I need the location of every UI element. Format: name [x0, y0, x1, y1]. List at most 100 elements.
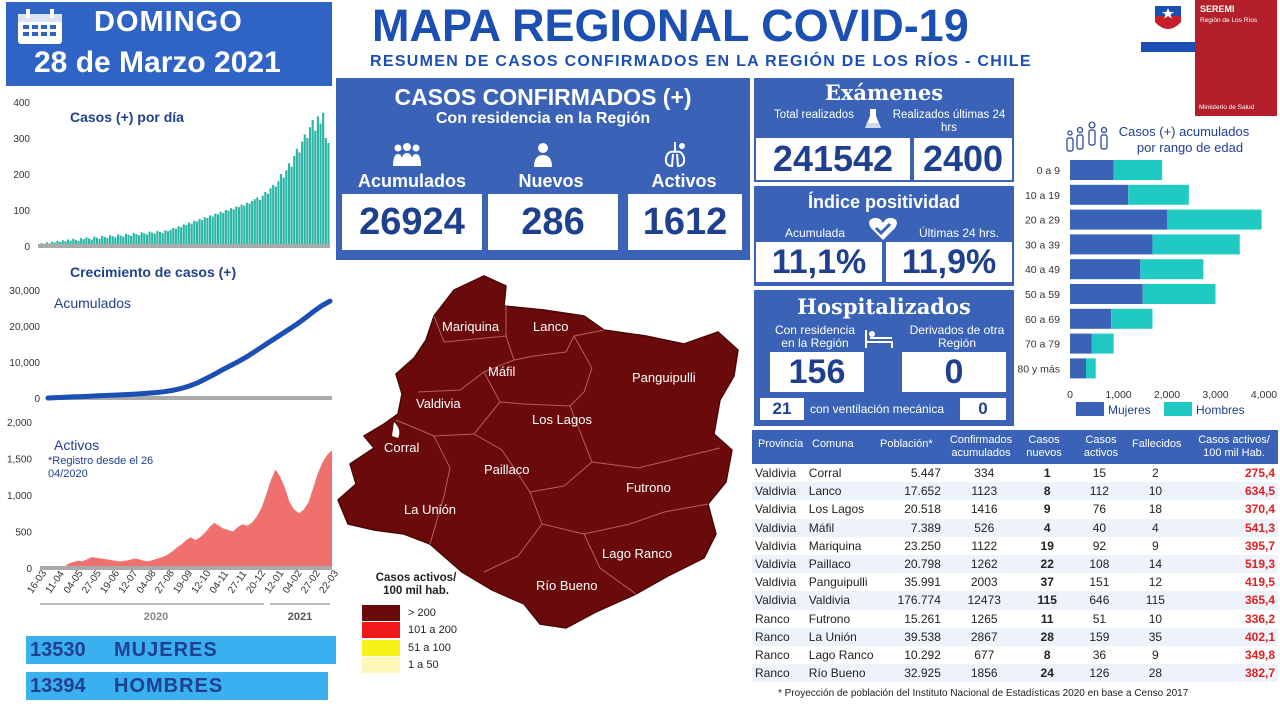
bar — [319, 123, 322, 246]
bar — [98, 238, 101, 246]
family-icon — [1066, 121, 1108, 152]
day-label: DOMINGO — [94, 6, 243, 38]
bar — [258, 199, 262, 246]
table-cell: Lago Ranco — [808, 647, 874, 662]
bar — [114, 237, 117, 246]
bar — [293, 156, 296, 246]
exams-title: Exámenes — [824, 80, 944, 105]
table-cell: 275,4 — [1244, 466, 1275, 481]
y-tick-label: 30,000 — [9, 286, 40, 297]
bar — [316, 116, 319, 247]
bar — [124, 233, 127, 246]
bar — [159, 231, 162, 246]
bar-mujeres — [1070, 259, 1141, 280]
legend-swatch — [362, 604, 400, 621]
table-cell: 9 — [1152, 647, 1159, 662]
commune-label: Valdivia — [416, 396, 461, 411]
bar — [101, 235, 104, 246]
bar — [256, 197, 259, 246]
bar — [56, 240, 59, 246]
x-tick-label: 4,000 — [1251, 389, 1277, 401]
bar — [203, 217, 206, 246]
table-cell: Corral — [808, 466, 842, 481]
bar — [145, 234, 148, 246]
x-tick-label: 3,000 — [1202, 389, 1228, 401]
region-map: Mariquina Lanco Máfil Panguipulli Valdiv… — [337, 275, 739, 629]
bar — [137, 235, 141, 246]
bar — [174, 228, 177, 246]
legend-label: 101 a 200 — [408, 624, 457, 637]
table-cell: Valdivia — [805, 591, 877, 610]
y-tick-label: 0 — [24, 242, 30, 253]
bar — [214, 213, 217, 246]
commune-label: Lago Ranco — [602, 546, 672, 561]
commune-table: Valdivia Corral 5.447 334 1 15 2 275,4 Valdivia L… — [752, 464, 1278, 683]
bar-mujeres — [1070, 160, 1114, 180]
person-body — [1088, 129, 1096, 146]
table-row: Valdivia Mariquina 23.250 1122 19 92 9 395,7 — [752, 537, 1278, 555]
bar-hombres — [1140, 259, 1204, 280]
table-cell: 519,3 — [1181, 554, 1278, 574]
bar-hombres — [1152, 234, 1240, 255]
hombres-value: 13394 — [30, 675, 86, 697]
bar-mujeres — [1070, 333, 1092, 354]
virus-lungs-icon — [662, 140, 688, 173]
nuevos-value: 286 — [488, 194, 618, 250]
commune-label: Los Lagos — [532, 412, 592, 427]
calendar-icon — [16, 8, 64, 46]
table-cell: 1262 — [943, 554, 1025, 574]
ventilation-label: con ventilación mecánica — [810, 402, 945, 416]
person-head — [1100, 126, 1108, 134]
bar — [72, 238, 75, 246]
seremi-logo: SEREMI Región de Los Ríos Ministerio de … — [1141, 0, 1277, 116]
bar — [216, 214, 220, 246]
bar — [187, 222, 191, 246]
legend-label: 1 a 50 — [408, 659, 439, 672]
table-cell: 5.447 — [910, 466, 941, 481]
bar — [122, 236, 125, 246]
people-icon — [392, 142, 422, 173]
bar — [232, 209, 235, 246]
ventilation-value: 21 — [760, 398, 804, 420]
x-tick-label: 2,000 — [1154, 389, 1180, 401]
bar-hombres — [1111, 308, 1153, 329]
table-cell: Valdivia — [752, 554, 806, 574]
col-header: Provincia — [758, 438, 804, 450]
table-cell: Ranco — [755, 611, 790, 626]
table-cell: 18 — [1148, 502, 1163, 517]
table-cell: 19 — [1040, 538, 1054, 553]
heart-check-icon — [868, 216, 898, 247]
legend-title: Casos activos/ 100 mil hab. — [375, 572, 457, 597]
table-cell: 24 — [1024, 664, 1070, 683]
bar — [261, 195, 264, 246]
legend-swatch — [362, 622, 400, 639]
bar-hombres — [1167, 209, 1262, 230]
table-cell: Valdivia — [755, 466, 797, 481]
table-cell: 1122 — [971, 538, 998, 553]
table-cell: 402,1 — [1181, 627, 1278, 646]
table-cell: 1 — [1043, 466, 1051, 481]
bar — [151, 232, 154, 246]
mujeres-box: 13530 MUJERES — [26, 636, 336, 664]
bar — [74, 239, 77, 246]
y-tick-label: 300 — [13, 134, 30, 145]
bar — [295, 148, 298, 246]
table-cell: 8 — [1043, 647, 1051, 662]
confirmed-subtitle: Con residencia en la Región — [435, 110, 651, 127]
date-label: 28 de Marzo 2021 — [34, 46, 281, 79]
category-label: 60 a 69 — [1025, 314, 1060, 326]
bar — [237, 207, 241, 246]
bar — [109, 235, 112, 246]
hospital-der-label: Derivados de otra Región — [909, 323, 1005, 350]
bar — [324, 138, 327, 246]
bar — [298, 152, 301, 246]
bar-hombres — [1128, 184, 1189, 205]
table-cell: 4 — [1128, 518, 1182, 537]
table-row: Ranco Río Bueno 32.925 1856 24 126 28 382,7 — [752, 664, 1278, 683]
hospital-der-value: 0 — [902, 352, 1006, 392]
bar — [51, 241, 54, 246]
date-box: DOMINGO 28 de Marzo 2021 — [6, 2, 332, 86]
bar — [198, 219, 201, 246]
bar — [164, 230, 167, 246]
bar-hombres — [1091, 333, 1114, 354]
